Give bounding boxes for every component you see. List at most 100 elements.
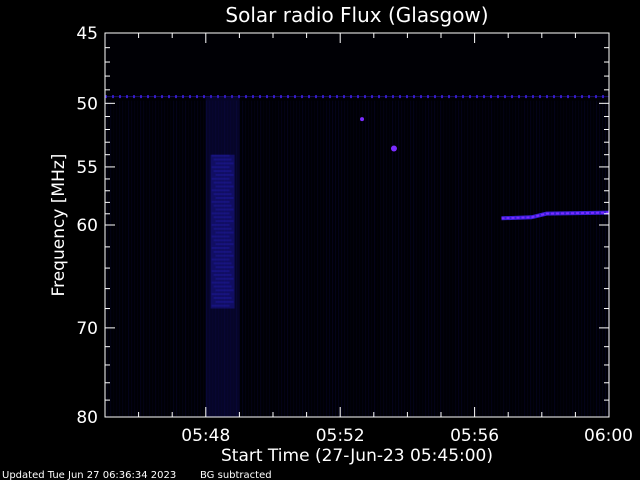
- noise-streak: [404, 100, 406, 417]
- noise-streak: [446, 100, 448, 417]
- noise-streak: [584, 100, 586, 417]
- broadband-column-hatch: [215, 208, 234, 211]
- noise-streak: [551, 100, 553, 417]
- noise-streak: [296, 100, 298, 417]
- noise-streak: [491, 100, 493, 417]
- noise-streak: [605, 100, 607, 417]
- noise-streak: [497, 100, 499, 417]
- noise-streak: [572, 100, 574, 417]
- broadband-column-hatch: [213, 239, 232, 242]
- noise-streak: [545, 100, 547, 417]
- noise-streak: [155, 100, 157, 417]
- noise-streak: [200, 100, 202, 417]
- noise-streak: [542, 100, 544, 417]
- broadband-column: [205, 96, 240, 417]
- broadband-column-hatch: [211, 166, 230, 169]
- broadband-column-hatch: [213, 181, 232, 184]
- broadband-column-hatch: [215, 254, 234, 257]
- noise-streak: [131, 100, 133, 417]
- noise-streak: [569, 100, 571, 417]
- broadband-column-hatch: [213, 262, 232, 265]
- noise-streak: [272, 100, 274, 417]
- y-tick-label: 45: [76, 24, 98, 44]
- noise-streak: [494, 100, 496, 417]
- noise-streak: [158, 100, 160, 417]
- noise-streak: [458, 100, 460, 417]
- noise-streak: [248, 100, 250, 417]
- y-tick-label: 55: [76, 158, 98, 178]
- noise-streak: [431, 100, 433, 417]
- noise-streak: [326, 100, 328, 417]
- noise-streak: [254, 100, 256, 417]
- noise-streak: [317, 100, 319, 417]
- noise-streak: [371, 100, 373, 417]
- broadband-column-hatch: [215, 277, 234, 280]
- noise-streak: [359, 100, 361, 417]
- noise-streak: [515, 100, 517, 417]
- broadband-column-hatch: [215, 196, 234, 199]
- noise-streak: [176, 100, 178, 417]
- noise-streak: [278, 100, 280, 417]
- updated-timestamp: Updated Tue Jun 27 06:36:34 2023: [2, 470, 176, 480]
- broadband-column-hatch: [211, 281, 230, 284]
- broadband-column-hatch: [211, 177, 230, 180]
- x-tick-label: 06:00: [584, 426, 633, 446]
- noise-streak: [314, 100, 316, 417]
- broadband-column-hatch: [211, 246, 230, 249]
- noise-streak: [347, 100, 349, 417]
- noise-streak: [428, 100, 430, 417]
- broadband-column-hatch: [213, 170, 232, 173]
- broadband-column-hatch: [215, 162, 234, 165]
- noise-streak: [281, 100, 283, 417]
- y-axis-label: Frequency [MHz]: [49, 154, 69, 297]
- broadband-column-hatch: [211, 154, 230, 157]
- noise-streak: [110, 100, 112, 417]
- noise-streak: [377, 100, 379, 417]
- noise-streak: [419, 100, 421, 417]
- noise-streak: [452, 100, 454, 417]
- noise-streak: [560, 100, 562, 417]
- noise-streak: [188, 100, 190, 417]
- noise-streak: [593, 100, 595, 417]
- noise-streak: [107, 100, 109, 417]
- noise-streak: [152, 100, 154, 417]
- noise-streak: [362, 100, 364, 417]
- y-tick-label: 60: [76, 216, 98, 236]
- noise-streak: [374, 100, 376, 417]
- noise-streak: [257, 100, 259, 417]
- bg-subtracted-note: BG subtracted: [200, 470, 272, 480]
- noise-streak: [563, 100, 565, 417]
- broadband-column-hatch: [211, 212, 230, 215]
- noise-streak: [209, 100, 211, 417]
- broadband-column-hatch: [211, 189, 230, 192]
- noise-streak: [437, 100, 439, 417]
- noise-streak: [461, 100, 463, 417]
- noise-streak: [485, 100, 487, 417]
- noise-streak: [482, 100, 484, 417]
- noise-streak: [548, 100, 550, 417]
- x-tick-label: 05:56: [450, 426, 499, 446]
- broadband-column-hatch: [213, 285, 232, 288]
- emission-point: [390, 145, 397, 152]
- noise-streak: [530, 100, 532, 417]
- broadband-column-hatch: [215, 266, 234, 269]
- noise-streak: [197, 100, 199, 417]
- broadband-column-hatch: [215, 231, 234, 234]
- noise-streak: [536, 100, 538, 417]
- noise-streak: [554, 100, 556, 417]
- noise-streak: [578, 100, 580, 417]
- broadband-column-hatch: [213, 204, 232, 207]
- noise-streak: [512, 100, 514, 417]
- broadband-column-hatch: [213, 273, 232, 276]
- noise-streak: [581, 100, 583, 417]
- noise-streak: [479, 100, 481, 417]
- noise-streak: [146, 100, 148, 417]
- noise-streak: [185, 100, 187, 417]
- noise-streak: [332, 100, 334, 417]
- noise-streak: [242, 100, 244, 417]
- noise-streak: [527, 100, 529, 417]
- noise-streak: [125, 100, 127, 417]
- broadband-column-hatch: [211, 293, 230, 296]
- noise-streak: [509, 100, 511, 417]
